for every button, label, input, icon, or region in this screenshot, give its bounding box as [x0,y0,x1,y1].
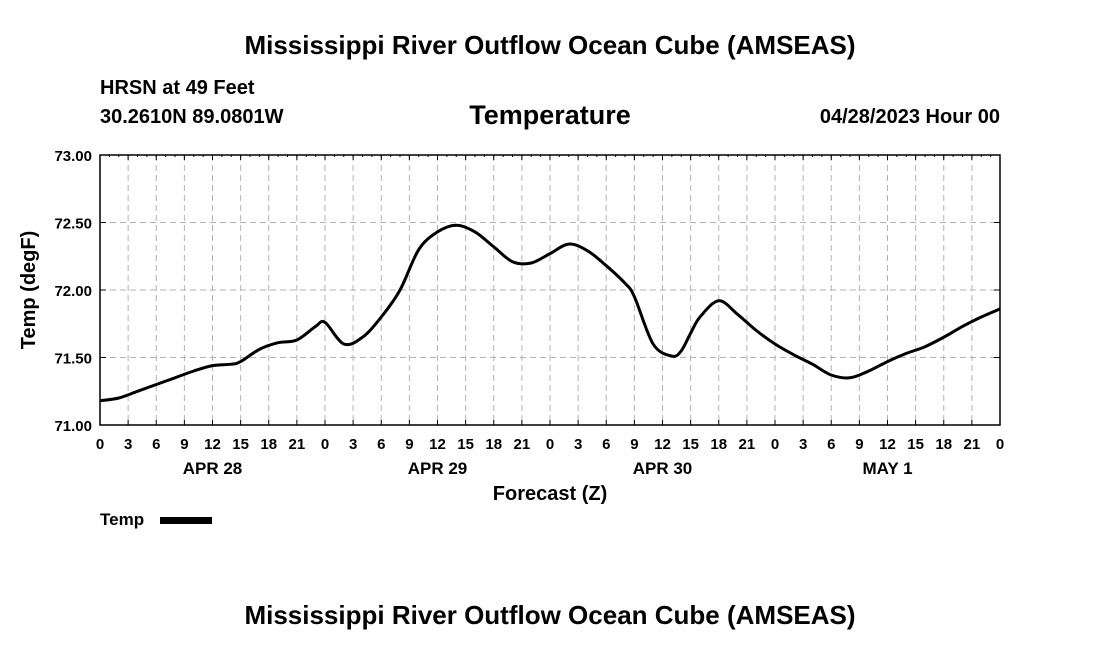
day-label: APR 29 [408,459,468,478]
y-tick-label: 73.00 [54,148,92,165]
x-tick-label: 6 [152,436,160,453]
x-tick-label: 3 [574,436,582,453]
x-tick-label: 6 [827,436,835,453]
y-axis-label: Temp (degF) [18,231,40,350]
x-tick-label: 15 [682,436,699,453]
x-axis-label: Forecast (Z) [493,483,607,505]
datetime-label: 04/28/2023 Hour 00 [819,106,1000,128]
chart-title: Temperature [469,100,631,130]
legend-swatch-temp [160,517,212,524]
series-line-temp [99,223,1001,403]
x-tick-label: 18 [710,436,727,453]
legend: Temp [100,510,212,529]
x-tick-label: 3 [124,436,132,453]
tick-marks [99,154,1001,426]
day-label: MAY 1 [862,459,912,478]
day-label: APR 28 [183,459,243,478]
x-tick-label: 9 [405,436,413,453]
grid-lines [100,155,1000,425]
y-tick-label: 71.00 [54,418,92,435]
x-tick-label: 18 [935,436,952,453]
page-title: Mississippi River Outflow Ocean Cube (AM… [244,30,856,60]
tick-labels: 0 3 6 9 12 15 18 21 0 3 6 9 12 15 18 21 0 3 6 9 12 15 18 21 0 3 6 9… [54,148,1004,478]
x-tick-label: 3 [799,436,807,453]
x-tick-label: 6 [602,436,610,453]
x-tick-label: 0 [996,436,1004,453]
x-tick-label: 0 [546,436,554,453]
y-tick-label: 72.50 [54,216,92,233]
x-tick-label: 21 [739,436,756,453]
x-tick-label: 0 [321,436,329,453]
x-tick-label: 3 [349,436,357,453]
coordinates-label: 30.2610N 89.0801W [100,106,284,128]
y-tick-label: 71.50 [54,351,92,368]
legend-label-temp: Temp [100,510,144,529]
x-tick-label: 18 [485,436,502,453]
x-tick-label: 12 [879,436,896,453]
x-tick-label: 12 [654,436,671,453]
station-label: HRSN at 49 Feet [100,77,255,99]
x-tick-label: 12 [204,436,221,453]
x-tick-label: 18 [260,436,277,453]
x-tick-label: 0 [96,436,104,453]
x-tick-label: 21 [514,436,531,453]
x-tick-label: 9 [180,436,188,453]
x-tick-label: 21 [964,436,981,453]
day-label: APR 30 [633,459,693,478]
footer-title: Mississippi River Outflow Ocean Cube (AM… [244,600,856,630]
x-tick-label: 9 [630,436,638,453]
y-tick-label: 72.00 [54,283,92,300]
x-tick-label: 9 [855,436,863,453]
x-tick-label: 21 [289,436,306,453]
x-tick-label: 15 [907,436,924,453]
x-tick-label: 15 [457,436,474,453]
x-tick-label: 12 [429,436,446,453]
series-group [99,223,1001,403]
x-tick-label: 15 [232,436,249,453]
x-tick-label: 0 [771,436,779,453]
x-tick-label: 6 [377,436,385,453]
